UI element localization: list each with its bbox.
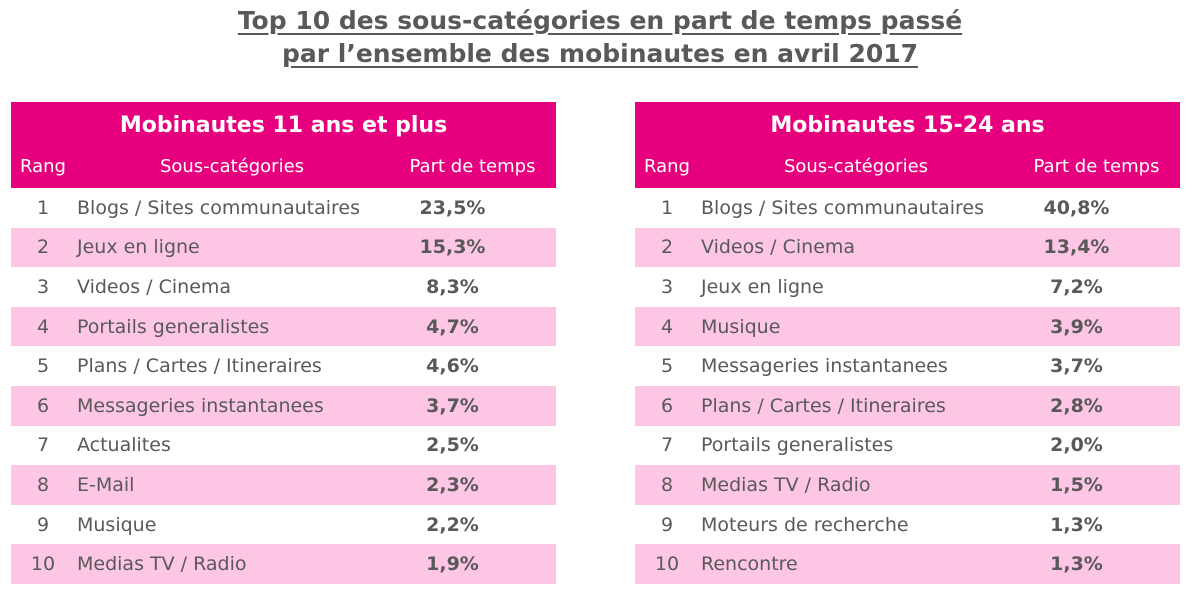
table-body: 1 Blogs / Sites communautaires 40,8% 2 Video… <box>635 188 1180 584</box>
column-header-rank: Rang <box>644 156 690 177</box>
share-cell: 3,7% <box>426 394 479 417</box>
category-cell: Plans / Cartes / Itineraires <box>701 394 946 417</box>
category-cell: Messageries instantanees <box>701 355 948 378</box>
rank-cell: 2 <box>36 236 50 259</box>
share-cell: 1,5% <box>1050 473 1103 496</box>
share-cell: 23,5% <box>419 196 486 219</box>
category-cell: E-Mail <box>77 473 135 496</box>
rank-cell: 7 <box>660 434 674 457</box>
table-row: 5 Plans / Cartes / Itineraires 4,6% <box>11 346 556 386</box>
category-cell: Musique <box>701 315 781 338</box>
category-cell: Jeux en ligne <box>77 236 200 259</box>
share-cell: 2,8% <box>1050 394 1103 417</box>
share-cell: 2,3% <box>426 473 479 496</box>
rank-cell: 1 <box>660 196 674 219</box>
column-header-share: Part de temps <box>409 156 536 177</box>
table-row: 2 Jeux en ligne 15,3% <box>11 227 556 268</box>
table-row: 10 Medias TV / Radio 1,9% <box>11 544 556 584</box>
rank-cell: 6 <box>660 394 674 417</box>
rank-cell: 8 <box>660 473 674 496</box>
category-cell: Medias TV / Radio <box>77 553 247 576</box>
category-cell: Rencontre <box>701 553 798 576</box>
category-cell: Videos / Cinema <box>77 275 232 298</box>
table-header: Mobinautes 15-24 ans Rang Sous-catégorie… <box>635 102 1180 188</box>
category-cell: Medias TV / Radio <box>701 473 871 496</box>
category-cell: Jeux en ligne <box>701 275 824 298</box>
rank-cell: 6 <box>36 394 50 417</box>
table-row: 9 Moteurs de recherche 1,3% <box>635 505 1180 545</box>
page-title: Top 10 des sous-catégories en part de te… <box>0 4 1200 70</box>
rank-cell: 3 <box>660 275 674 298</box>
rank-cell: 10 <box>654 553 680 576</box>
rank-cell: 9 <box>36 513 50 536</box>
column-header-category: Sous-catégories <box>783 156 929 177</box>
share-cell: 2,0% <box>1050 434 1103 457</box>
rank-cell: 9 <box>660 513 674 536</box>
table-row: 5 Messageries instantanees 3,7% <box>635 346 1180 386</box>
share-cell: 1,3% <box>1050 553 1103 576</box>
rank-cell: 4 <box>660 315 674 338</box>
share-cell: 40,8% <box>1043 196 1110 219</box>
category-cell: Messageries instantanees <box>77 394 324 417</box>
table-row: 7 Actualites 2,5% <box>11 426 556 466</box>
share-cell: 3,7% <box>1050 355 1103 378</box>
rank-cell: 7 <box>36 434 50 457</box>
rank-cell: 5 <box>660 355 674 378</box>
share-cell: 4,6% <box>426 355 479 378</box>
table-header: Mobinautes 11 ans et plus Rang Sous-caté… <box>11 102 556 188</box>
table-row: 8 Medias TV / Radio 1,5% <box>635 465 1180 505</box>
table-row: 3 Jeux en ligne 7,2% <box>635 267 1180 307</box>
category-cell: Portails generalistes <box>701 434 894 457</box>
category-cell: Moteurs de recherche <box>701 513 909 536</box>
table-row: 4 Portails generalistes 4,7% <box>11 306 556 347</box>
rank-cell: 3 <box>36 275 50 298</box>
table-row: 7 Portails generalistes 2,0% <box>635 426 1180 466</box>
page-title-line-2: par l’ensemble des mobinautes en avril 2… <box>281 39 919 68</box>
page-title-line-1: Top 10 des sous-catégories en part de te… <box>237 6 963 35</box>
category-cell: Portails generalistes <box>77 315 270 338</box>
share-cell: 7,2% <box>1050 275 1103 298</box>
share-cell: 2,5% <box>426 434 479 457</box>
rank-cell: 5 <box>36 355 50 378</box>
share-cell: 2,2% <box>426 513 479 536</box>
rank-cell: 10 <box>30 553 56 576</box>
share-cell: 1,3% <box>1050 513 1103 536</box>
table-row: 8 E-Mail 2,3% <box>11 465 556 505</box>
category-cell: Actualites <box>77 434 171 457</box>
table-heading: Mobinautes 15-24 ans <box>770 113 1045 138</box>
table-row: 1 Blogs / Sites communautaires 40,8% <box>635 188 1180 228</box>
table-body: 1 Blogs / Sites communautaires 23,5% 2 Jeux … <box>11 188 556 584</box>
table-row: 4 Musique 3,9% <box>635 306 1180 347</box>
share-cell: 13,4% <box>1043 236 1110 259</box>
column-headers: Rang Sous-catégories Part de temps <box>635 150 1180 188</box>
table-row: 1 Blogs / Sites communautaires 23,5% <box>11 188 556 228</box>
column-header-share: Part de temps <box>1033 156 1160 177</box>
table-row: 3 Videos / Cinema 8,3% <box>11 267 556 307</box>
share-cell: 15,3% <box>419 236 486 259</box>
share-cell: 4,7% <box>426 315 479 338</box>
table-row: 9 Musique 2,2% <box>11 505 556 545</box>
column-header-rank: Rang <box>20 156 66 177</box>
rank-cell: 8 <box>36 473 50 496</box>
share-cell: 3,9% <box>1050 315 1103 338</box>
rank-cell: 2 <box>660 236 674 259</box>
column-header-category: Sous-catégories <box>159 156 305 177</box>
table-11-plus: Mobinautes 11 ans et plus Rang Sous-caté… <box>11 102 556 584</box>
table-row: 6 Plans / Cartes / Itineraires 2,8% <box>635 385 1180 426</box>
table-15-24: Mobinautes 15-24 ans Rang Sous-catégorie… <box>635 102 1180 584</box>
category-cell: Blogs / Sites communautaires <box>77 196 361 219</box>
table-row: 2 Videos / Cinema 13,4% <box>635 227 1180 268</box>
category-cell: Blogs / Sites communautaires <box>701 196 985 219</box>
category-cell: Videos / Cinema <box>701 236 856 259</box>
table-row: 10 Rencontre 1,3% <box>635 544 1180 584</box>
share-cell: 1,9% <box>426 553 479 576</box>
table-heading: Mobinautes 11 ans et plus <box>119 113 448 138</box>
column-headers: Rang Sous-catégories Part de temps <box>11 150 556 188</box>
share-cell: 8,3% <box>426 275 479 298</box>
category-cell: Musique <box>77 513 157 536</box>
rank-cell: 1 <box>36 196 50 219</box>
rank-cell: 4 <box>36 315 50 338</box>
table-row: 6 Messageries instantanees 3,7% <box>11 385 556 426</box>
category-cell: Plans / Cartes / Itineraires <box>77 355 322 378</box>
